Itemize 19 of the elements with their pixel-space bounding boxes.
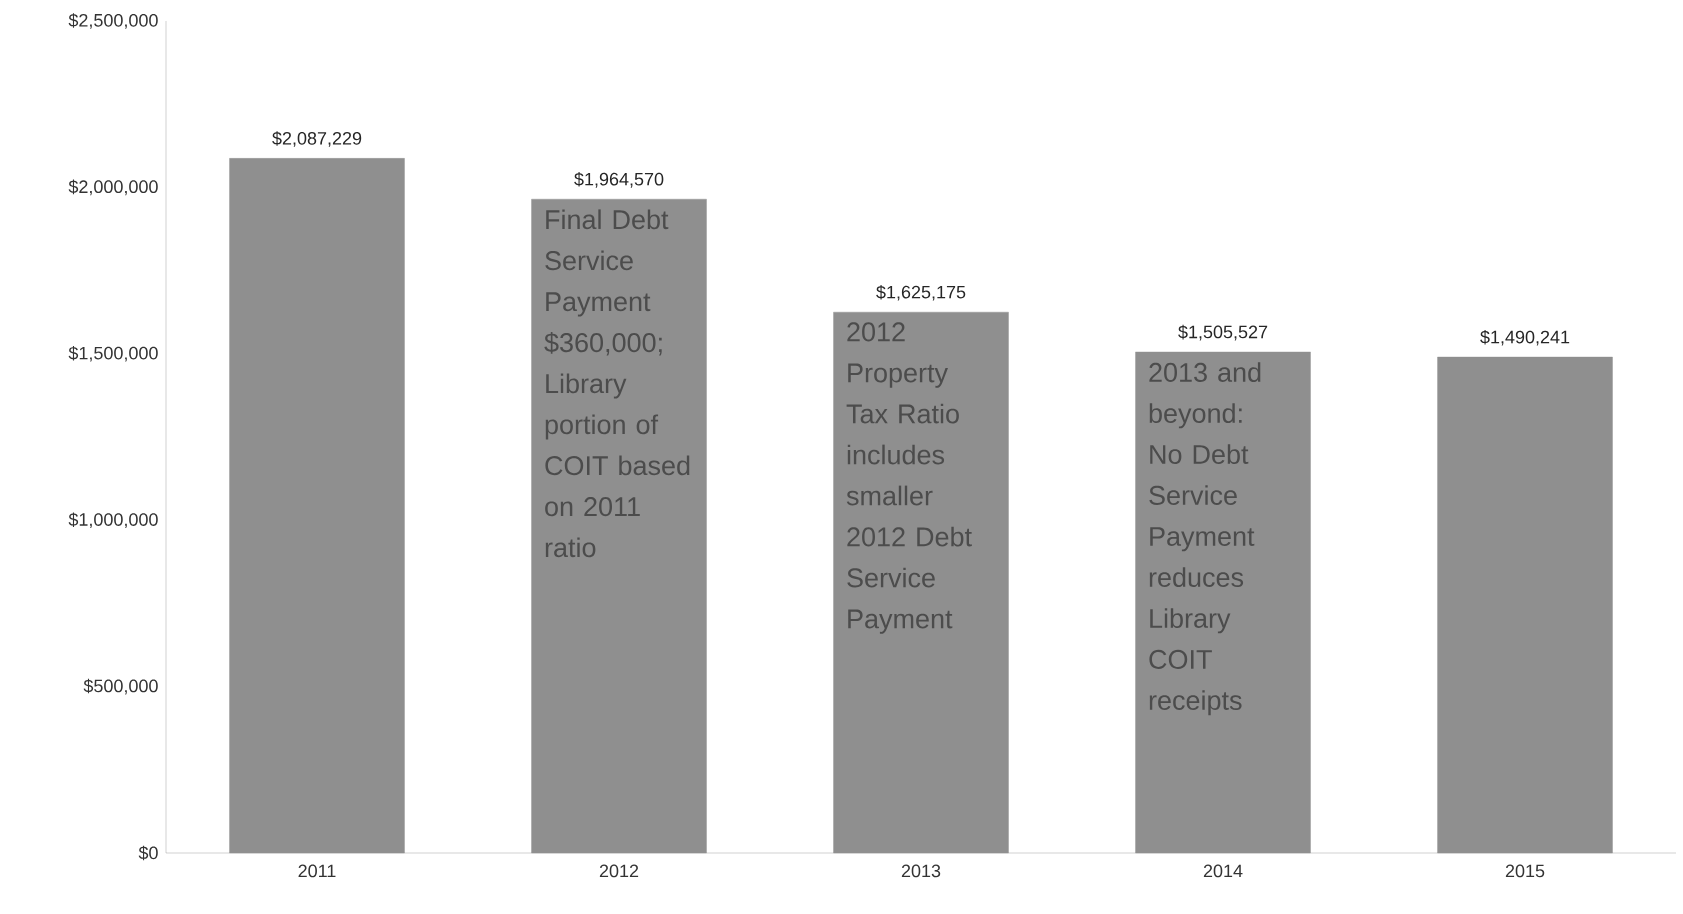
text: 2013 and beyond: No Debt Service Payment reduces Library COIT receipts — [1149, 362, 1261, 716]
x-tick-label: 2015 — [1505, 864, 1545, 878]
data-label: $1,490,241 — [1480, 329, 1570, 346]
y-tick-label: $2,500,000 — [68, 13, 158, 29]
x-tick-label: 2011 — [298, 864, 336, 878]
y-tick-label: $500,000 — [83, 678, 158, 695]
y-tick-label: $1,500,000 — [68, 345, 158, 362]
x-tick-label: 2012 — [599, 864, 639, 878]
data-label: $1,964,570 — [574, 172, 664, 188]
data-label: $1,625,175 — [876, 284, 966, 301]
data-label: $2,087,229 — [272, 131, 362, 147]
y-tick-label: $1,000,000 — [68, 512, 158, 528]
data-label: $1,505,527 — [1178, 324, 1268, 341]
x-tick-label: 2014 — [1203, 864, 1243, 878]
y-tick-label: $0 — [138, 845, 158, 861]
text: Final Debt Service Payment $360,000; Library portion of COIT based on 2011 ratio — [544, 209, 690, 558]
x-tick-label: 2013 — [901, 864, 941, 878]
y-tick-label: $2,000,000 — [68, 179, 158, 196]
annotation: 2012 Property Tax Ratio includes smaller 2012 Debt Service Payment — [846, 322, 972, 634]
